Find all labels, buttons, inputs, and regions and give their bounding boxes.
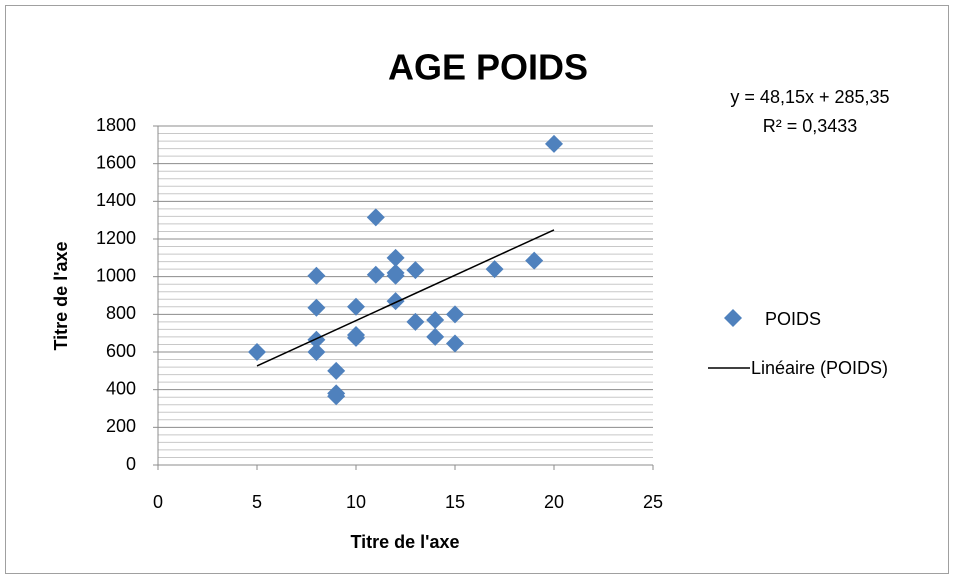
point (406, 312, 425, 331)
point (366, 265, 385, 284)
point (446, 305, 464, 324)
point (386, 266, 405, 285)
point (426, 327, 445, 346)
chart-title: AGE POIDS (388, 47, 588, 88)
x-tick-label: 10 (346, 492, 366, 512)
legend-label: POIDS (765, 309, 821, 329)
trendline (256, 229, 555, 367)
x-axis-title: Titre de l'axe (350, 532, 459, 552)
point (307, 298, 326, 317)
y-tick-label: 600 (106, 341, 136, 361)
x-tick-label: 20 (544, 492, 564, 512)
trend-r-squared: R² = 0,3433 (763, 116, 858, 136)
y-tick-label: 1600 (96, 152, 136, 172)
point (485, 260, 504, 279)
y-tick-label: 1800 (96, 115, 136, 135)
x-tick-label: 0 (153, 492, 163, 512)
point (327, 361, 346, 380)
y-tick-label: 200 (106, 416, 136, 436)
point (545, 134, 563, 153)
x-tick-label: 25 (643, 492, 663, 512)
point (386, 292, 405, 311)
point (446, 334, 464, 353)
x-tick-label: 5 (252, 492, 262, 512)
x-tick-label: 15 (445, 492, 465, 512)
point (347, 328, 365, 347)
point (307, 343, 326, 361)
y-tick-label: 1200 (96, 228, 136, 248)
chart-border (5, 5, 949, 574)
y-tick-label: 400 (106, 378, 136, 398)
y-axis-title: Titre de l'axe (51, 241, 71, 350)
point (327, 387, 346, 406)
legend-label: Linéaire (POIDS) (751, 358, 888, 378)
point (307, 266, 326, 285)
y-tick-label: 0 (126, 454, 136, 474)
point (386, 248, 405, 267)
point (406, 261, 425, 280)
legend-swatch (724, 309, 742, 327)
y-tick-label: 1000 (96, 265, 136, 285)
point (248, 343, 266, 361)
y-tick-label: 800 (106, 303, 136, 323)
y-tick-label: 1400 (96, 190, 136, 210)
point (426, 310, 445, 329)
point (366, 208, 385, 227)
point (525, 251, 544, 270)
point (307, 330, 326, 349)
trend-equation: y = 48,15x + 285,35 (730, 87, 889, 107)
point (347, 297, 365, 316)
